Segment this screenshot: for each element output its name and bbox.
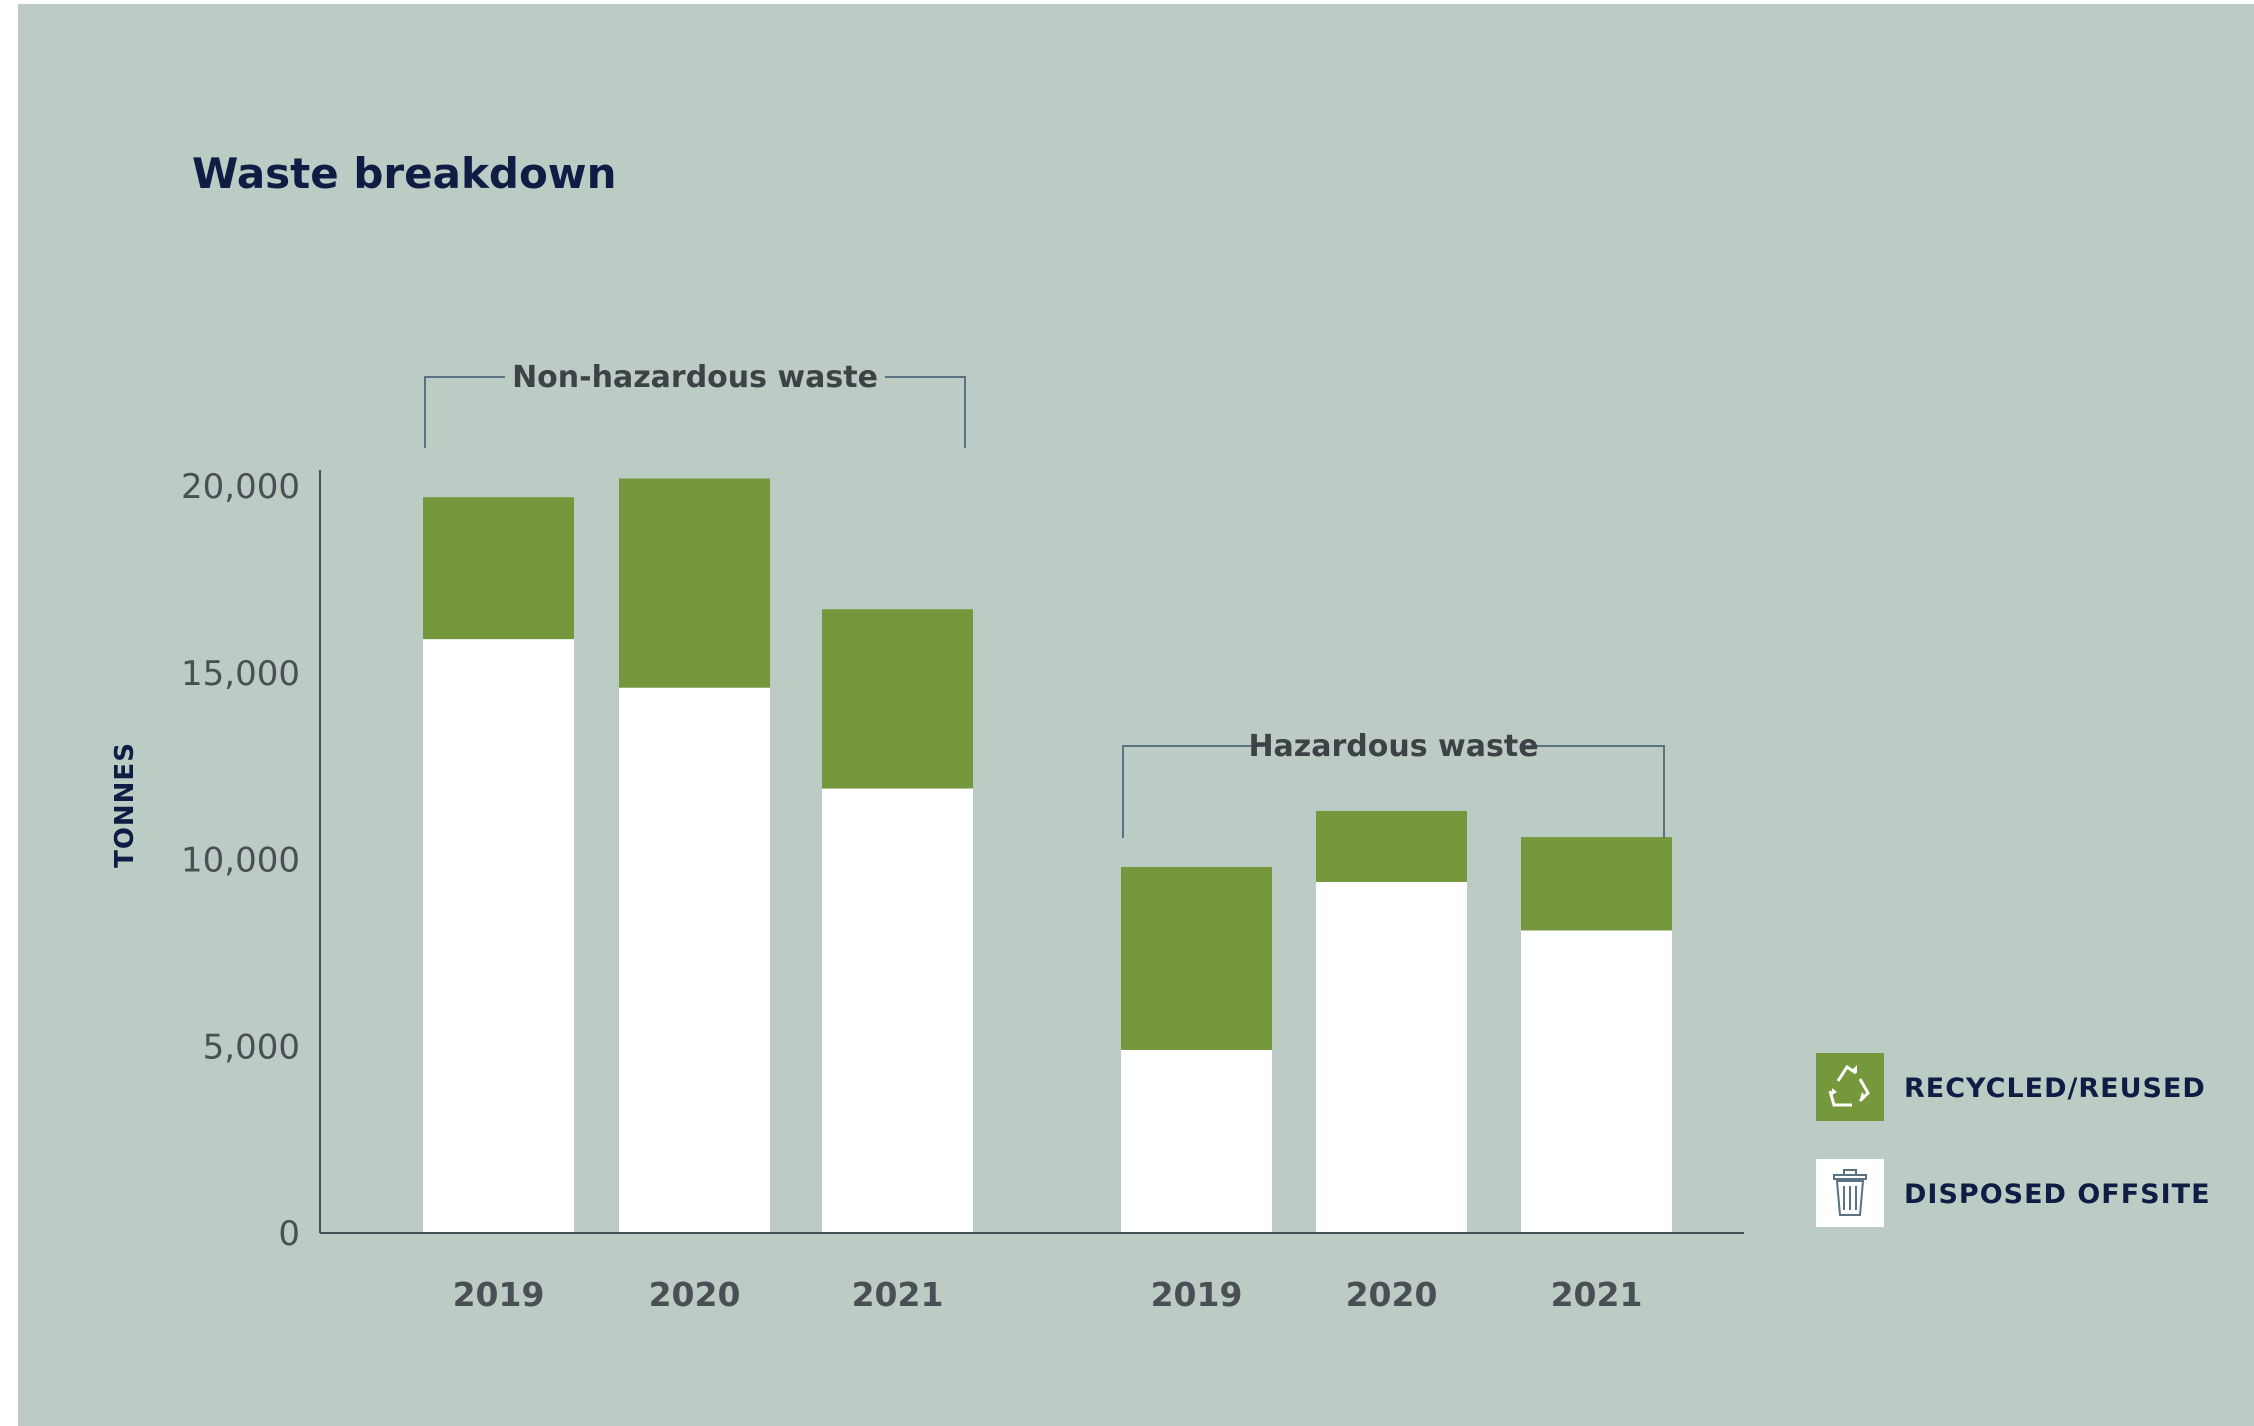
- group-brackets: Non-hazardous waste Hazardous waste: [424, 360, 1665, 838]
- x-tick-label: 2021: [1551, 1275, 1643, 1314]
- bar-recycled: [1316, 810, 1467, 882]
- chart-title: Waste breakdown: [192, 149, 617, 198]
- ticks-layer: 0 5,000 10,000 15,000 20,000 2019 2020 2021 2019…: [181, 467, 1744, 1314]
- bar-recycled: [822, 609, 973, 789]
- trash-icon: [1833, 1169, 1867, 1216]
- y-tick-label: 10,000: [181, 841, 300, 881]
- y-tick-label: 0: [278, 1214, 300, 1254]
- bar-disposed: [619, 687, 770, 1233]
- bar-recycled: [1121, 866, 1272, 1050]
- group-label: Hazardous waste: [1248, 729, 1538, 764]
- x-tick-label: 2021: [852, 1275, 944, 1314]
- x-tick-label: 2020: [649, 1275, 741, 1314]
- bar-disposed: [1521, 930, 1672, 1233]
- legend-label: RECYCLED/REUSED: [1904, 1073, 2206, 1104]
- bar-recycled: [423, 497, 574, 640]
- bar-disposed: [423, 639, 574, 1233]
- x-tick-label: 2019: [1151, 1275, 1243, 1314]
- y-axis-label: TONNES: [110, 742, 140, 868]
- bar-disposed: [1316, 881, 1467, 1233]
- legend-label: DISPOSED OFFSITE: [1904, 1179, 2211, 1210]
- x-tick-label: 2020: [1346, 1275, 1438, 1314]
- y-tick-label: 20,000: [181, 467, 300, 507]
- bar-recycled: [1521, 837, 1672, 931]
- recycle-icon: [1828, 1064, 1870, 1107]
- group-label: Non-hazardous waste: [512, 360, 878, 395]
- bar-disposed: [822, 788, 973, 1233]
- y-tick-label: 15,000: [181, 654, 300, 694]
- y-tick-label: 5,000: [203, 1027, 300, 1067]
- group-bracket: [1122, 745, 1665, 838]
- legend-swatch: [1816, 1053, 1884, 1121]
- legend: RECYCLED/REUSED DISPOSED OFFSITE: [1816, 1053, 2211, 1227]
- bars-layer: [423, 478, 1672, 1233]
- bar-recycled: [619, 478, 770, 688]
- bar-disposed: [1121, 1049, 1272, 1233]
- group-bracket: [424, 376, 966, 448]
- x-tick-label: 2019: [453, 1275, 545, 1314]
